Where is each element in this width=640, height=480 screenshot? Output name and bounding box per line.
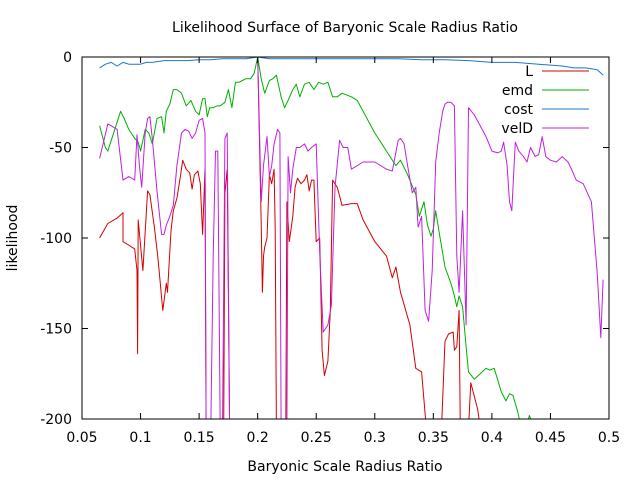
x-tick-label: 0.3 — [364, 430, 386, 446]
chart-title: Likelihood Surface of Baryonic Scale Rad… — [172, 20, 518, 36]
x-tick-label: 0.45 — [535, 430, 566, 446]
legend-label-veld: velD — [501, 121, 533, 137]
series-line-veld — [99, 57, 604, 419]
x-axis-label: Baryonic Scale Radius Ratio — [247, 459, 442, 475]
x-tick-label: 0.4 — [481, 430, 503, 446]
plot-area — [99, 57, 604, 419]
x-tick-label: 0.05 — [66, 430, 97, 446]
x-tick-label: 0.25 — [301, 430, 332, 446]
y-axis: 0 -50 -100 -150 -200 — [40, 50, 609, 428]
series-line-l — [99, 57, 480, 419]
y-tick-label: -200 — [40, 412, 72, 428]
x-axis: 0.05 0.1 0.15 0.2 0.25 0.3 0.35 0.4 0.45 0.5 — [66, 57, 620, 446]
x-tick-label: 0.1 — [129, 430, 151, 446]
x-tick-label: 0.35 — [418, 430, 449, 446]
legend-label-cost: cost — [504, 102, 534, 118]
x-tick-label: 0.2 — [247, 430, 269, 446]
y-axis-label: likelihood — [5, 205, 21, 272]
x-tick-label: 0.5 — [598, 430, 620, 446]
y-tick-label: -150 — [40, 322, 72, 338]
series-line-cost — [99, 57, 604, 76]
legend-label-emd: emd — [502, 83, 533, 99]
y-tick-label: -50 — [49, 141, 72, 157]
series-line-emd — [99, 57, 532, 419]
y-tick-label: -100 — [40, 231, 72, 247]
x-tick-label: 0.15 — [184, 430, 215, 446]
legend-label-l: L — [525, 64, 533, 80]
y-tick-label: 0 — [63, 50, 72, 66]
